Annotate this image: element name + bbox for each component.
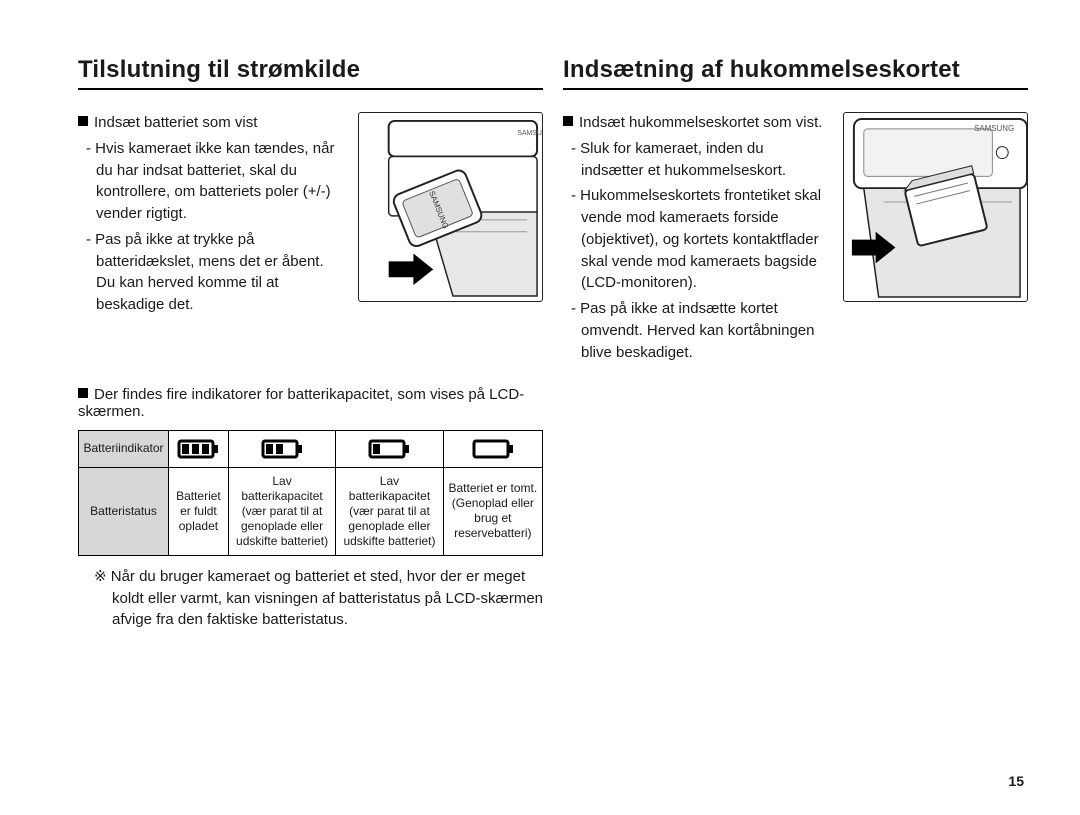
- footnote: ※ Når du bruger kameraet og batteriet et…: [78, 566, 543, 631]
- left-sub2: - Pas på ikke at trykke på batteridæksle…: [78, 229, 344, 316]
- table-row: Batteristatus Batteriet er fuldt opladet…: [79, 467, 543, 555]
- footnote-text: Når du bruger kameraet og batteriet et s…: [111, 568, 543, 629]
- svg-text:SAMSUNG: SAMSUNG: [517, 130, 542, 137]
- left-heading: Tilslutning til strømkilde: [78, 56, 543, 90]
- battery-icon-cell-0: [443, 430, 542, 467]
- battery-icon-cell-1: [336, 430, 443, 467]
- square-bullet-icon: [78, 388, 88, 398]
- battery-icon-cell-2: [228, 430, 335, 467]
- status-cell: Lav batterikapacitet (vær parat til at g…: [228, 467, 335, 555]
- right-sub2-text: Hukommelseskortets frontetiket skal vend…: [580, 187, 821, 291]
- left-bullet-text: Indsæt batteriet som vist - Hvis kamerae…: [78, 112, 344, 316]
- right-sub1-text: Sluk for kameraet, inden du indsætter et…: [580, 140, 786, 179]
- status-cell: Batteriet er fuldt opladet: [169, 467, 229, 555]
- right-column: Indsætning af hukommelseskortet Indsæt h…: [563, 56, 1028, 631]
- right-bullet-lead: Indsæt hukommelseskortet som vist.: [579, 114, 822, 131]
- status-cell: Lav batterikapacitet (vær parat til at g…: [336, 467, 443, 555]
- right-main-block: Indsæt hukommelseskortet som vist. - Slu…: [563, 112, 1028, 363]
- manual-page: Tilslutning til strømkilde Indsæt batter…: [0, 0, 1080, 661]
- battery-icon-cell-3: [169, 430, 229, 467]
- left-sub1-text: Hvis kameraet ikke kan tændes, når du ha…: [95, 140, 334, 222]
- left-column: Tilslutning til strømkilde Indsæt batter…: [78, 56, 543, 631]
- right-sub2: - Hukommelseskortets frontetiket skal ve…: [563, 185, 829, 294]
- square-bullet-icon: [563, 116, 573, 126]
- battery-insert-illustration: SAMSUNG SAMSUNG: [358, 112, 543, 302]
- indicator-line: Der findes fire indikatorer for batterik…: [78, 386, 543, 420]
- status-cell: Batteriet er tomt. (Genoplad eller brug …: [443, 467, 542, 555]
- svg-text:SAMSUNG: SAMSUNG: [974, 124, 1014, 133]
- row2-label: Batteristatus: [79, 467, 169, 555]
- right-heading: Indsætning af hukommelseskortet: [563, 56, 1028, 90]
- left-main-block: Indsæt batteriet som vist - Hvis kamerae…: [78, 112, 543, 316]
- right-bullet-text: Indsæt hukommelseskortet som vist. - Slu…: [563, 112, 829, 363]
- left-bullet-lead: Indsæt batteriet som vist: [94, 114, 257, 131]
- left-sub2-text: Pas på ikke at trykke på batteridækslet,…: [95, 231, 323, 313]
- left-sub1: - Hvis kameraet ikke kan tændes, når du …: [78, 138, 344, 225]
- right-sub3-text: Pas på ikke at indsætte kortet omvendt. …: [580, 300, 814, 361]
- page-number: 15: [1008, 773, 1024, 789]
- right-sub1: - Sluk for kameraet, inden du indsætter …: [563, 138, 829, 182]
- square-bullet-icon: [78, 116, 88, 126]
- indicator-line-text: Der findes fire indikatorer for batterik…: [78, 386, 524, 420]
- right-sub3: - Pas på ikke at indsætte kortet omvendt…: [563, 298, 829, 363]
- memory-card-insert-illustration: SAMSUNG: [843, 112, 1028, 302]
- battery-indicator-table: Batteriindikator Batteristatus Batteriet…: [78, 430, 543, 556]
- row1-label: Batteriindikator: [79, 430, 169, 467]
- table-row: Batteriindikator: [79, 430, 543, 467]
